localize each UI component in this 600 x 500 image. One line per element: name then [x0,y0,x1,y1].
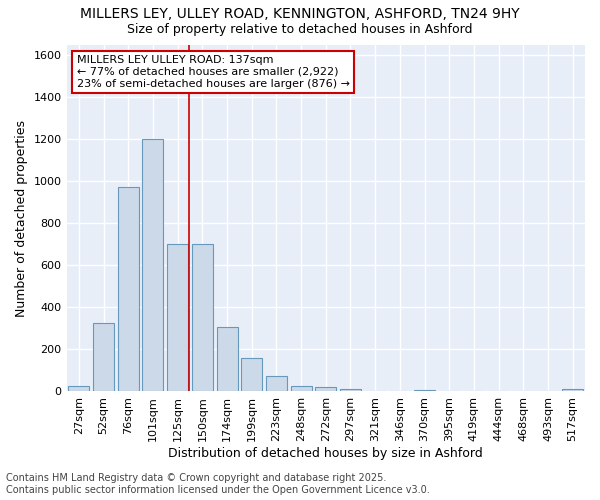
Bar [315,388,336,392]
X-axis label: Distribution of detached houses by size in Ashford: Distribution of detached houses by size … [169,447,483,460]
Bar [290,386,311,392]
Bar [118,186,139,392]
Bar [217,328,238,392]
Bar [414,390,435,392]
Bar [266,376,287,392]
Bar [241,358,262,392]
Text: Contains HM Land Registry data © Crown copyright and database right 2025.
Contai: Contains HM Land Registry data © Crown c… [6,474,430,495]
Text: MILLERS LEY, ULLEY ROAD, KENNINGTON, ASHFORD, TN24 9HY: MILLERS LEY, ULLEY ROAD, KENNINGTON, ASH… [80,8,520,22]
Text: Size of property relative to detached houses in Ashford: Size of property relative to detached ho… [127,22,473,36]
Bar [167,244,188,392]
Bar [192,244,213,392]
Bar [93,323,114,392]
Bar [68,386,89,392]
Y-axis label: Number of detached properties: Number of detached properties [15,120,28,316]
Bar [340,389,361,392]
Bar [562,389,583,392]
Bar [142,140,163,392]
Text: MILLERS LEY ULLEY ROAD: 137sqm
← 77% of detached houses are smaller (2,922)
23% : MILLERS LEY ULLEY ROAD: 137sqm ← 77% of … [77,56,350,88]
